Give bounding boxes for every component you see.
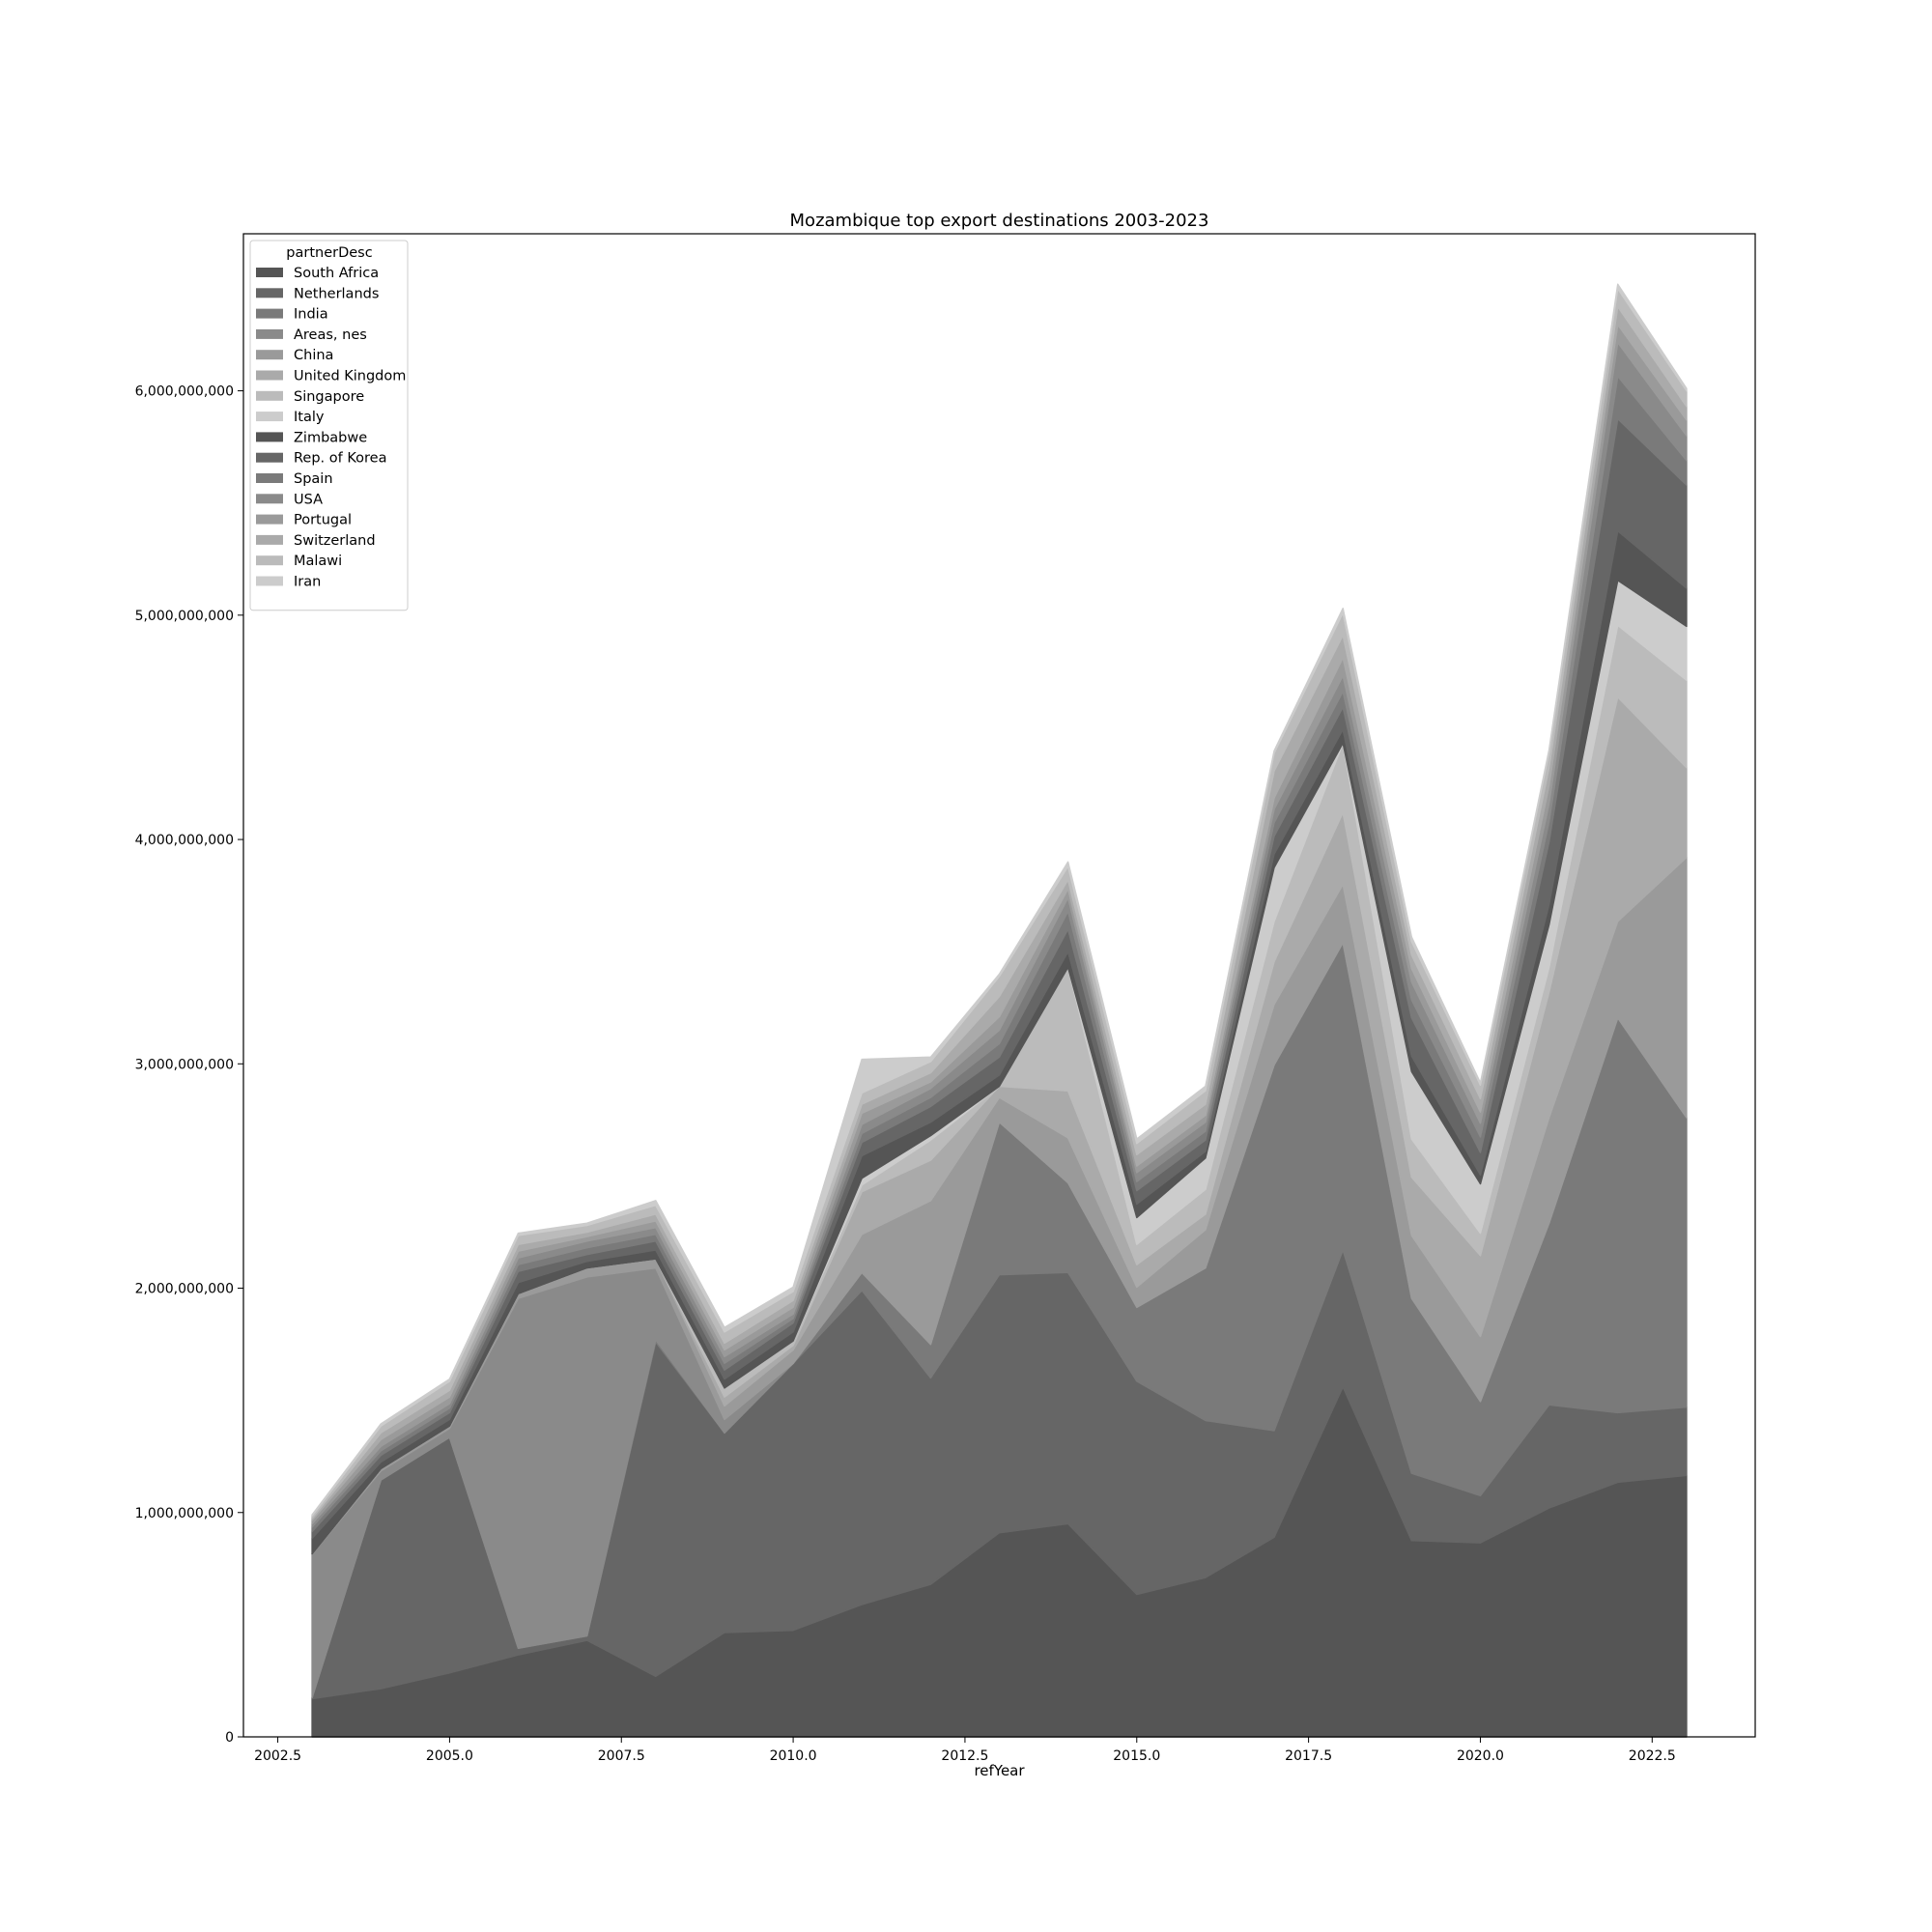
legend-swatch-iran [256,576,283,586]
y-tick-label: 3,000,000,000 [135,1057,234,1072]
x-tick-label: 2002.5 [254,1748,301,1764]
legend-label-zimbabwe: Zimbabwe [294,430,367,445]
area-iran [311,283,1688,1517]
legend-swatch-zimbabwe [256,432,283,442]
legend-label-china: China [294,348,333,363]
legend-swatch-areas-nes [256,328,283,339]
legend-swatch-netherlands [256,288,283,298]
legend: partnerDesc South Africa Netherlands India A… [249,240,409,611]
x-tick-label: 2017.5 [1285,1748,1332,1764]
legend-label-areas-nes: Areas, nes [294,327,367,343]
legend-swatch-south-africa [256,268,283,277]
legend-label-rep-of-korea: Rep. of Korea [294,451,386,467]
area-layers [311,283,1688,1738]
legend-swatch-switzerland [256,534,283,545]
legend-label-india: India [294,307,328,323]
legend-swatch-usa [256,494,283,504]
x-tick-label: 2022.5 [1629,1748,1676,1764]
legend-swatch-portugal [256,514,283,525]
y-tick-label: 0 [225,1730,234,1746]
legend-swatch-united-kingdom [256,370,283,381]
x-axis: 2002.5 2005.0 2007.5 2010.0 2012.5 2015.0 2017… [254,1737,1676,1764]
y-tick-label: 5,000,000,000 [135,609,234,624]
legend-label-iran: Iran [294,575,321,590]
y-tick-label: 1,000,000,000 [135,1506,234,1521]
legend-label-usa: USA [294,492,323,507]
legend-box [249,240,409,611]
x-tick-label: 2012.5 [941,1748,988,1764]
legend-label-switzerland: Switzerland [294,533,376,549]
legend-label-italy: Italy [294,410,325,425]
x-tick-label: 2005.0 [426,1748,473,1764]
legend-swatch-italy [256,412,283,422]
legend-swatch-singapore [256,390,283,401]
legend-label-netherlands: Netherlands [294,286,379,301]
legend-swatch-spain [256,473,283,483]
y-tick-label: 2,000,000,000 [135,1282,234,1297]
legend-swatch-china [256,350,283,360]
legend-label-malawi: Malawi [294,554,342,569]
legend-swatch-malawi [256,555,283,566]
x-tick-label: 2020.0 [1457,1748,1504,1764]
legend-label-portugal: Portugal [294,513,352,528]
chart-title: Mozambique top export destinations 2003-… [790,211,1209,231]
y-tick-label: 4,000,000,000 [135,833,234,848]
legend-title: partnerDesc [286,245,372,261]
x-axis-title: refYear [974,1762,1025,1779]
y-axis: 0 1,000,000,000 2,000,000,000 3,000,000,000… [135,384,243,1746]
y-tick-label: 6,000,000,000 [135,384,234,400]
legend-label-south-africa: South Africa [294,266,379,281]
x-tick-label: 2015.0 [1113,1748,1160,1764]
legend-label-singapore: Singapore [294,389,364,405]
legend-label-spain: Spain [294,471,333,487]
plot-frame [242,233,1756,1738]
x-tick-label: 2010.0 [770,1748,817,1764]
legend-label-united-kingdom: United Kingdom [294,369,406,384]
x-tick-label: 2007.5 [598,1748,645,1764]
legend-swatch-rep-of-korea [256,452,283,463]
legend-swatch-india [256,308,283,319]
